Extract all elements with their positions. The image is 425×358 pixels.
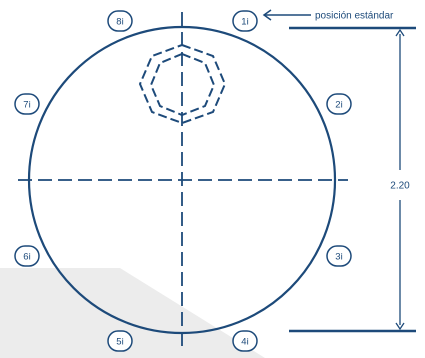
position-marker-4i: 4i bbox=[232, 330, 258, 352]
dashed-polygon-inner bbox=[149, 52, 216, 117]
annotation-label: posición estándar bbox=[315, 11, 394, 22]
dashed-polygon-outer bbox=[138, 43, 227, 125]
annotation-arrow-head bbox=[262, 9, 272, 21]
position-marker-1i: 1i bbox=[232, 10, 258, 32]
position-marker-5i: 5i bbox=[107, 330, 133, 352]
position-marker-7i: 7i bbox=[14, 93, 40, 115]
position-label-1i: 1i bbox=[241, 17, 248, 28]
main-circle bbox=[27, 25, 337, 335]
position-marker-8i: 8i bbox=[107, 10, 133, 32]
position-marker-2i: 2i bbox=[326, 93, 352, 115]
position-marker-3i: 3i bbox=[326, 245, 352, 267]
position-label-6i: 6i bbox=[23, 252, 30, 263]
dimension-arrow-top bbox=[395, 28, 405, 37]
position-label-4i: 4i bbox=[241, 337, 248, 348]
position-label-7i: 7i bbox=[23, 100, 30, 111]
dimension-arrow-bottom bbox=[395, 322, 405, 331]
position-label-8i: 8i bbox=[116, 17, 123, 28]
position-marker-6i: 6i bbox=[14, 245, 40, 267]
dimension-value: 2.20 bbox=[390, 181, 410, 192]
standard-position-annotation: posición estándar bbox=[262, 9, 394, 22]
position-label-2i: 2i bbox=[335, 100, 342, 111]
dimension-indicator: 2.20 bbox=[289, 26, 416, 333]
background-shadow bbox=[0, 268, 265, 358]
position-label-5i: 5i bbox=[116, 337, 123, 348]
position-label-3i: 3i bbox=[335, 252, 342, 263]
